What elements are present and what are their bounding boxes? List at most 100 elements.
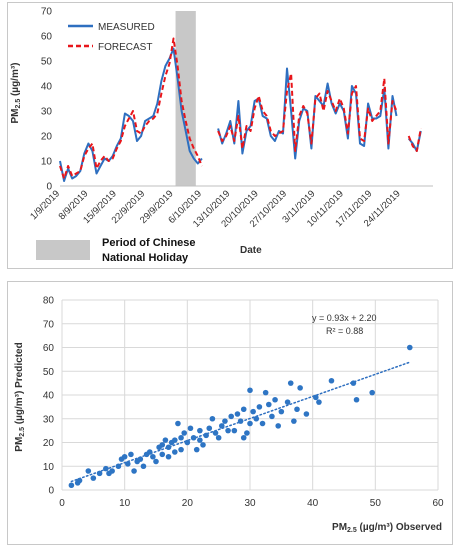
y-tick-label: 50	[41, 57, 53, 68]
scatter-point	[181, 430, 187, 436]
scatter-point	[131, 468, 137, 474]
y-tick-label: 0	[46, 182, 52, 193]
y-axis-label: PM2.5 (µg/m³) Predicted	[14, 342, 26, 451]
y-tick-label: 70	[43, 319, 55, 330]
scatter-point	[250, 408, 256, 415]
scatter-point	[253, 415, 260, 422]
scatter-point	[178, 446, 184, 453]
y-axis: 0 10 20 30 40 50 60 70 80	[43, 296, 55, 497]
x-tick-label: 1/9/2019	[28, 188, 62, 222]
scatter-point	[109, 468, 115, 474]
y-tick-label: 20	[41, 132, 53, 143]
holiday-legend-swatch	[36, 240, 90, 260]
y-tick-label: 80	[43, 296, 55, 307]
scatter-point	[153, 458, 159, 465]
legend-measured-label: MEASURED	[98, 22, 155, 33]
scatter-point	[247, 387, 253, 394]
scatter-point	[303, 411, 310, 417]
y-tick-label: 20	[43, 438, 55, 449]
y-tick-label: 70	[41, 7, 53, 18]
x-tick-label: 50	[370, 498, 382, 509]
scatter-point	[193, 446, 200, 453]
scatter-point	[278, 408, 285, 415]
x-tick-label: 0	[59, 498, 65, 509]
holiday-period-band	[175, 11, 196, 186]
scatter-point	[146, 449, 153, 455]
holiday-legend-line2: National Holiday	[102, 252, 189, 264]
x-tick-label: 30	[244, 498, 256, 509]
x-tick-label: 40	[307, 498, 319, 509]
scatter-point	[272, 396, 278, 403]
scatter-point	[407, 344, 413, 351]
scatter-point	[219, 423, 225, 429]
scatter-point	[212, 430, 219, 436]
scatter-point	[165, 444, 172, 451]
scatter-chart: 0 10 20 30 40 50 60 70 80 0 10 20 30 40 50 60 PM2.5 (µ…	[14, 296, 444, 535]
scatter-point	[353, 396, 360, 403]
scatter-point	[350, 380, 357, 386]
scatter-point	[244, 430, 250, 436]
scatter-point	[125, 461, 131, 467]
scatter-point	[115, 463, 122, 470]
scatter-point	[68, 482, 75, 489]
grid	[61, 299, 439, 491]
scatter-point	[206, 425, 213, 432]
scatter-point	[140, 463, 147, 470]
y-tick-label: 50	[43, 367, 55, 378]
scatter-point	[262, 389, 269, 396]
scatter-point	[287, 380, 294, 386]
scatter-point	[240, 406, 247, 413]
y-tick-label: 60	[41, 32, 53, 43]
y-tick-label: 40	[43, 391, 55, 402]
y-tick-label: 40	[41, 82, 53, 93]
scatter-point	[184, 439, 191, 446]
scatter-point	[96, 470, 103, 477]
y-axis: 0 10 20 30 40 50 60 70	[41, 7, 53, 193]
y-axis-label: PM2.5 (µg/m³)	[10, 62, 22, 123]
scatter-points	[68, 344, 413, 489]
scatter-point	[256, 404, 263, 410]
scatter-point	[275, 423, 282, 429]
timeseries-chart: 0 10 20 30 40 50 60 70 1/9/20198/9/201915/9/201…	[10, 7, 433, 264]
scatter-point	[128, 451, 134, 458]
scatter-point	[259, 420, 266, 427]
forecast-series-line	[59, 37, 203, 180]
series-lines	[59, 37, 422, 182]
x-tick-label: 10	[119, 498, 131, 509]
scatter-point	[159, 451, 166, 458]
scatter-point	[150, 453, 156, 460]
y-tick-label: 0	[48, 486, 54, 497]
scatter-point	[85, 468, 92, 474]
y-tick-label: 10	[43, 462, 55, 473]
legend-forecast-label: FORECAST	[98, 42, 152, 53]
scatter-point	[297, 385, 303, 391]
x-axis-label: PM2.5 (µg/m³) Observed	[332, 522, 442, 534]
forecast-series-line	[407, 128, 422, 152]
x-tick-label: 60	[432, 498, 444, 509]
y-tick-label: 60	[43, 343, 55, 354]
scatter-point	[175, 420, 181, 427]
scatter-point	[172, 437, 178, 443]
scatter-point	[162, 437, 169, 443]
scatter-point	[266, 401, 272, 408]
scatter-point	[240, 434, 247, 441]
scatter-point	[121, 453, 128, 460]
x-axis-label: Date	[240, 245, 262, 256]
scatter-chart-panel: 0 10 20 30 40 50 60 70 80 0 10 20 30 40 50 60 PM2.5 (µ…	[7, 281, 453, 545]
scatter-point	[222, 418, 228, 424]
scatter-point	[190, 434, 197, 441]
scatter-point	[237, 418, 244, 424]
scatter-point	[172, 449, 178, 455]
timeseries-chart-panel: 0 10 20 30 40 50 60 70 1/9/2019 8/9/2019 15/9/201…	[7, 2, 453, 269]
holiday-legend-line1: Period of Chinese	[102, 237, 196, 249]
regression-equation: y = 0.93x + 2.20	[312, 313, 377, 323]
scatter-point	[159, 442, 166, 448]
scatter-point	[215, 434, 222, 441]
scatter-point	[90, 475, 97, 481]
forecast-series-line	[217, 72, 398, 152]
x-axis: 0 10 20 30 40 50 60	[59, 498, 444, 509]
y-tick-label: 30	[43, 414, 55, 425]
scatter-point	[369, 389, 376, 396]
scatter-point	[225, 427, 231, 434]
scatter-point	[103, 465, 109, 472]
